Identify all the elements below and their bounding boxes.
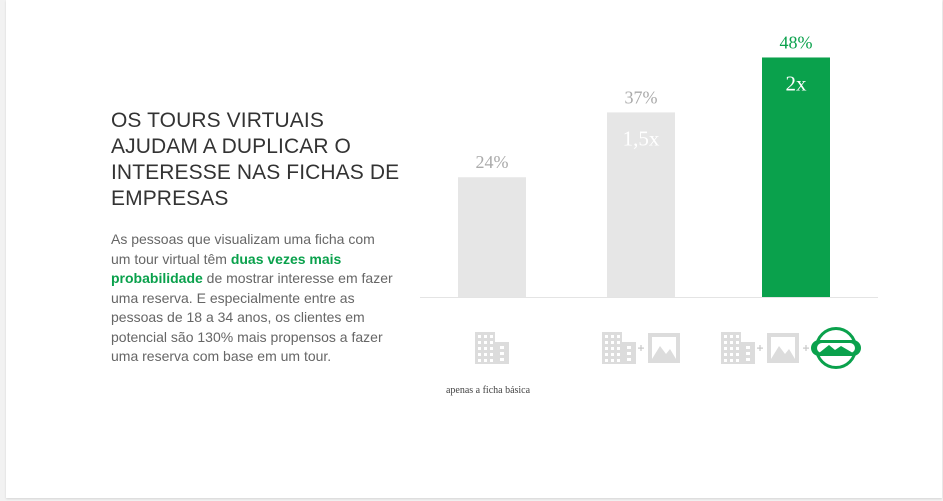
building-window (605, 359, 608, 362)
building-window (490, 335, 493, 338)
building-icon (602, 332, 636, 364)
building-window (500, 346, 504, 349)
bar-multiplier-label: 1,5x (623, 126, 660, 150)
building-window (724, 353, 727, 356)
building-window (500, 358, 504, 361)
building-window (736, 353, 739, 356)
building-window (730, 353, 733, 356)
plus-v (640, 345, 642, 351)
vr-mountains (819, 345, 853, 353)
building-window (724, 347, 727, 350)
bar (458, 177, 526, 297)
bar-value-label: 48% (780, 32, 813, 52)
building-icon (721, 332, 755, 364)
building-window (617, 341, 620, 344)
building-window (617, 359, 620, 362)
building-window (746, 358, 750, 361)
building-window (478, 347, 481, 350)
plus-v (805, 345, 807, 351)
bar (762, 57, 830, 298)
building-window (724, 341, 727, 344)
vr-tour-icon (811, 327, 861, 369)
building-window (627, 346, 631, 349)
building-window (611, 335, 614, 338)
image-icon (648, 333, 680, 363)
plus-icon (757, 345, 763, 351)
building-window (478, 359, 481, 362)
building-window (617, 335, 620, 338)
plus-icon (803, 345, 809, 351)
plus-v (759, 345, 761, 351)
building-window (605, 353, 608, 356)
building-window (478, 353, 481, 356)
body-text-start: As pessoas que visualizam uma ficha com … (111, 231, 375, 267)
building-window (730, 359, 733, 362)
building-window (484, 353, 487, 356)
building-window (617, 347, 620, 350)
building-icon (475, 332, 509, 364)
building-window (730, 347, 733, 350)
image-mountains (771, 346, 795, 359)
bar (607, 112, 675, 298)
image-mountains (652, 346, 676, 359)
building-window (605, 335, 608, 338)
building-window (490, 341, 493, 344)
building-window (730, 335, 733, 338)
body-paragraph: As pessoas que visualizam uma ficha com … (111, 230, 396, 367)
building-window (746, 352, 750, 355)
building-window (490, 353, 493, 356)
building-window (484, 335, 487, 338)
image-icon (767, 333, 799, 363)
building-window (490, 347, 493, 350)
body-text-end: de mostrar interesse em fazer uma reserv… (111, 270, 393, 364)
bar-multiplier-label: 2x (786, 71, 808, 95)
building-window (611, 341, 614, 344)
bar-value-label: 37% (625, 87, 658, 107)
building-window (478, 335, 481, 338)
building-window (736, 335, 739, 338)
building-window (746, 346, 750, 349)
building-window (627, 352, 631, 355)
building-window (605, 341, 608, 344)
building-window (736, 341, 739, 344)
building-window (730, 341, 733, 344)
building-window (490, 359, 493, 362)
body-highlight: duas vezes mais probabilidade (111, 250, 342, 287)
bar-value-label: 24% (476, 152, 509, 172)
building-window (724, 359, 727, 362)
building-window (484, 359, 487, 362)
building-window (605, 347, 608, 350)
building-window (611, 353, 614, 356)
plus-icon (638, 345, 644, 351)
building-window (611, 359, 614, 362)
headline: OS TOURS VIRTUAIS AJUDAM A DUPLICAR O IN… (111, 109, 400, 210)
building-window (500, 352, 504, 355)
building-window (611, 347, 614, 350)
building-window (627, 358, 631, 361)
footnote-label: apenas a ficha básica (445, 385, 531, 396)
building-window (736, 359, 739, 362)
building-window (617, 353, 620, 356)
building-window (478, 341, 481, 344)
building-window (724, 335, 727, 338)
building-window (736, 347, 739, 350)
building-window (484, 341, 487, 344)
building-window (484, 347, 487, 350)
